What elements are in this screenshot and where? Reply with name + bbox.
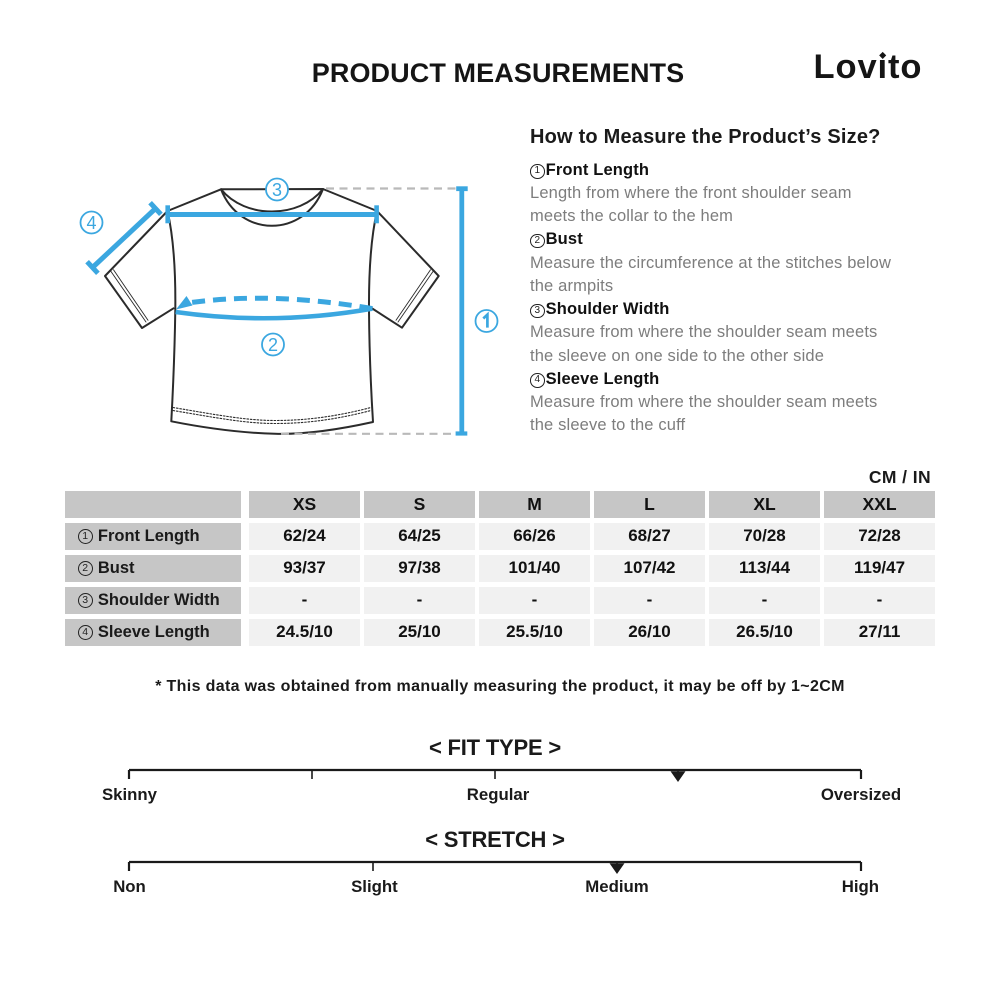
svg-text:4: 4 <box>86 213 96 233</box>
svg-text:3: 3 <box>272 180 282 200</box>
svg-text:2: 2 <box>268 335 278 355</box>
